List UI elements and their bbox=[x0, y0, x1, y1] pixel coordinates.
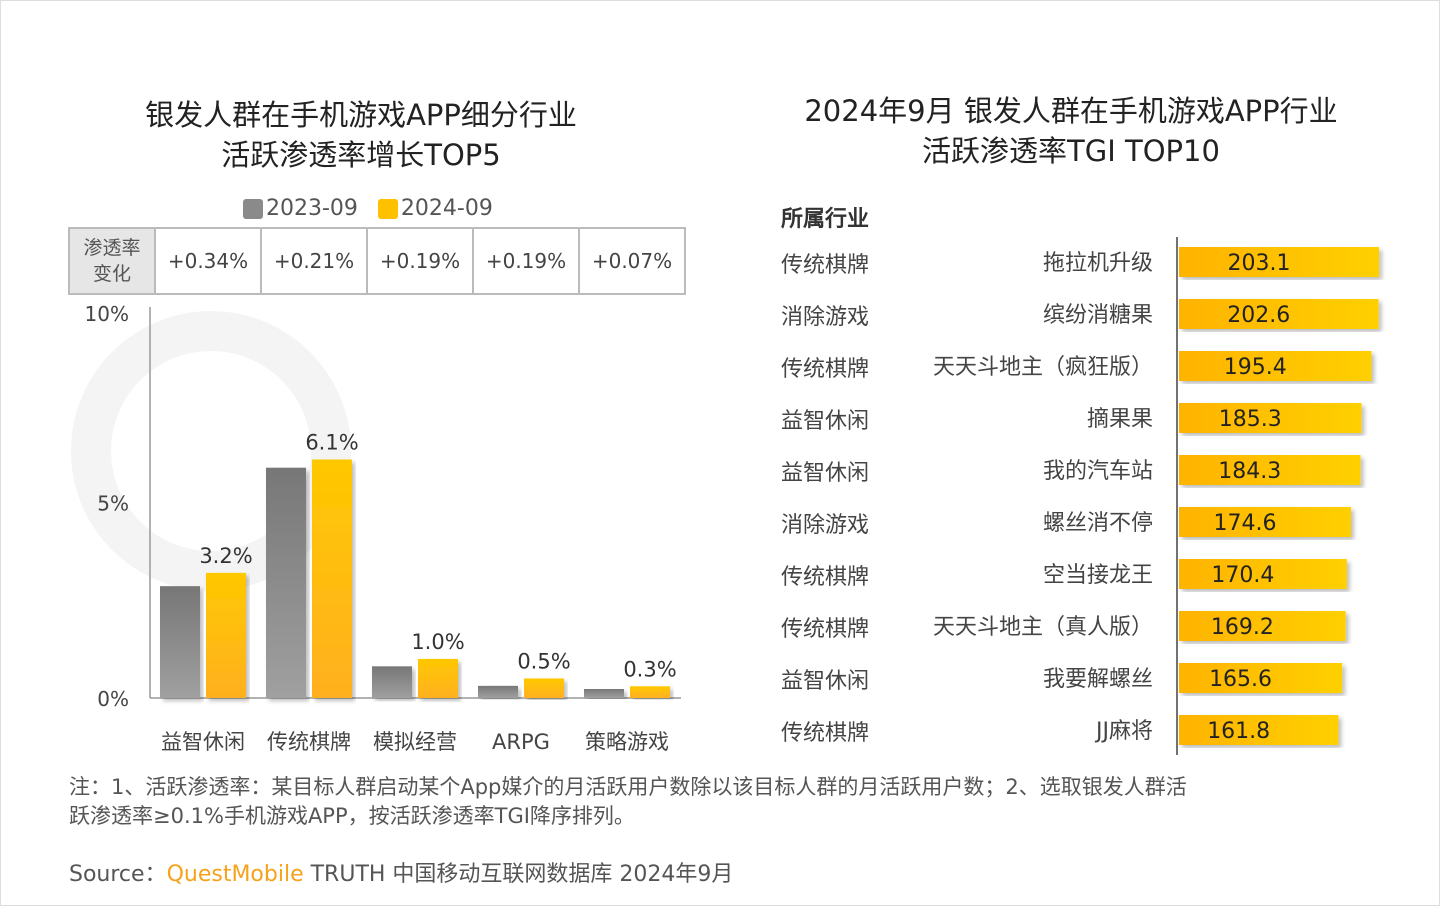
legend-swatch-2023 bbox=[243, 198, 263, 219]
footnote-line1: 注：1、活跃渗透率：某目标人群启动某个App媒介的月活跃用户数除以该目标人群的月… bbox=[69, 775, 1187, 799]
bar-2024 bbox=[630, 686, 670, 698]
app-label: 拖拉机升级 bbox=[1043, 251, 1153, 276]
industry-label: 益智休闲 bbox=[781, 461, 869, 486]
table-header: 渗透率 变化 bbox=[68, 227, 156, 295]
data-label: 0.3% bbox=[623, 657, 676, 681]
bar-2024 bbox=[524, 678, 564, 698]
x-tick-label: 模拟经营 bbox=[373, 730, 457, 754]
right-title-line2: 活跃渗透率TGI TOP10 bbox=[922, 134, 1220, 168]
industry-label: 传统棋牌 bbox=[781, 721, 869, 746]
industry-label: 传统棋牌 bbox=[781, 253, 869, 278]
app-label: 摘果果 bbox=[1087, 407, 1153, 432]
industry-label: 传统棋牌 bbox=[781, 565, 869, 590]
source-text: TRUTH 中国移动互联网数据库 2024年9月 bbox=[303, 862, 734, 887]
table-cell: +0.19% bbox=[472, 227, 580, 295]
tgi-value-label: 170.4 bbox=[1211, 563, 1274, 588]
footnote: 注：1、活跃渗透率：某目标人群启动某个App媒介的月活跃用户数除以该目标人群的月… bbox=[69, 773, 1187, 831]
bar-2024 bbox=[312, 459, 352, 698]
industry-label: 传统棋牌 bbox=[781, 357, 869, 382]
data-label: 1.0% bbox=[411, 630, 464, 654]
tgi-bar bbox=[1179, 455, 1361, 485]
table-header-line2: 变化 bbox=[92, 263, 131, 285]
table-header-line1: 渗透率 bbox=[83, 237, 141, 259]
app-label: 天天斗地主（真人版） bbox=[933, 615, 1153, 640]
bar-2024 bbox=[206, 572, 246, 698]
tgi-bar bbox=[1179, 247, 1380, 277]
app-label: 天天斗地主（疯狂版） bbox=[933, 355, 1153, 380]
table-cell: +0.34% bbox=[154, 227, 262, 295]
x-tick-label: 益智休闲 bbox=[161, 730, 245, 754]
bar-2023 bbox=[160, 586, 200, 698]
data-label: 3.2% bbox=[199, 544, 252, 568]
table-cell: +0.07% bbox=[578, 227, 686, 295]
tgi-value-label: 184.3 bbox=[1218, 459, 1281, 484]
tgi-value-label: 165.6 bbox=[1209, 667, 1272, 692]
source-label: Source： bbox=[69, 862, 167, 887]
industry-label: 消除游戏 bbox=[781, 305, 869, 330]
bar-2023 bbox=[372, 666, 412, 698]
data-label: 0.5% bbox=[517, 649, 570, 673]
source-line: Source：QuestMobile TRUTH 中国移动互联网数据库 2024… bbox=[69, 856, 733, 888]
left-title-line2: 活跃渗透率增长TOP5 bbox=[221, 138, 501, 172]
tgi-value-label: 161.8 bbox=[1207, 719, 1270, 744]
industry-label: 传统棋牌 bbox=[781, 617, 869, 642]
app-label: 我要解螺丝 bbox=[1043, 667, 1153, 692]
tgi-value-label: 185.3 bbox=[1219, 407, 1282, 432]
app-label: 空当接龙王 bbox=[1043, 563, 1153, 588]
tgi-bar bbox=[1179, 507, 1351, 537]
legend-label-2023: 2023-09 bbox=[266, 196, 358, 221]
industry-label: 益智休闲 bbox=[781, 669, 869, 694]
app-label: 缤纷消糖果 bbox=[1043, 303, 1153, 328]
app-label: 螺丝消不停 bbox=[1043, 511, 1153, 536]
tgi-bar bbox=[1179, 299, 1379, 329]
tgi-bar bbox=[1179, 559, 1347, 589]
tgi-value-label: 202.6 bbox=[1227, 303, 1290, 328]
x-tick-label: 策略游戏 bbox=[585, 730, 669, 754]
tgi-bar bbox=[1179, 715, 1339, 745]
table-cell: +0.21% bbox=[260, 227, 368, 295]
tgi-value-label: 203.1 bbox=[1228, 251, 1291, 276]
industry-column-header: 所属行业 bbox=[781, 207, 870, 232]
penetration-change-table: 渗透率变化 +0.34% +0.21% +0.19% +0.19% +0.07% bbox=[68, 227, 686, 295]
x-tick-label: 传统棋牌 bbox=[267, 730, 351, 754]
y-tick-label: 0% bbox=[97, 687, 129, 711]
tgi-bar bbox=[1179, 663, 1343, 693]
tgi-value-label: 174.6 bbox=[1213, 511, 1276, 536]
app-label: JJ麻将 bbox=[1094, 719, 1153, 744]
bar-2023 bbox=[266, 467, 306, 698]
right-chart-title: 2024年9月 银发人群在手机游戏APP行业 活跃渗透率TGI TOP10 bbox=[741, 91, 1401, 171]
table-cell: +0.19% bbox=[366, 227, 474, 295]
legend-swatch-2024 bbox=[377, 198, 398, 219]
footnote-line2: 跃渗透率≥0.1%手机游戏APP，按活跃渗透率TGI降序排列。 bbox=[69, 804, 635, 828]
app-label: 我的汽车站 bbox=[1043, 459, 1153, 484]
tgi-value-label: 169.2 bbox=[1211, 615, 1274, 640]
y-tick-label: 10% bbox=[85, 302, 129, 326]
right-title-line1: 2024年9月 银发人群在手机游戏APP行业 bbox=[804, 94, 1338, 128]
bar-2023 bbox=[478, 685, 518, 698]
tgi-bar bbox=[1179, 611, 1346, 641]
bar-2023 bbox=[584, 689, 624, 698]
left-chart-title: 银发人群在手机游戏APP细分行业 活跃渗透率增长TOP5 bbox=[61, 95, 661, 175]
tgi-bar bbox=[1179, 403, 1362, 433]
industry-label: 益智休闲 bbox=[781, 409, 869, 434]
x-tick-label: ARPG bbox=[492, 730, 550, 754]
bar-2024 bbox=[418, 658, 458, 698]
source-brand: QuestMobile bbox=[166, 862, 304, 887]
industry-label: 消除游戏 bbox=[781, 513, 869, 538]
left-title-line1: 银发人群在手机游戏APP细分行业 bbox=[145, 98, 577, 132]
y-tick-label: 5% bbox=[97, 492, 129, 516]
data-label: 6.1% bbox=[305, 430, 358, 454]
legend-label-2024: 2024-09 bbox=[400, 196, 493, 221]
tgi-bar bbox=[1179, 351, 1372, 381]
tgi-value-label: 195.4 bbox=[1224, 355, 1287, 380]
legend: 2023-09 2024-09 bbox=[243, 196, 493, 221]
